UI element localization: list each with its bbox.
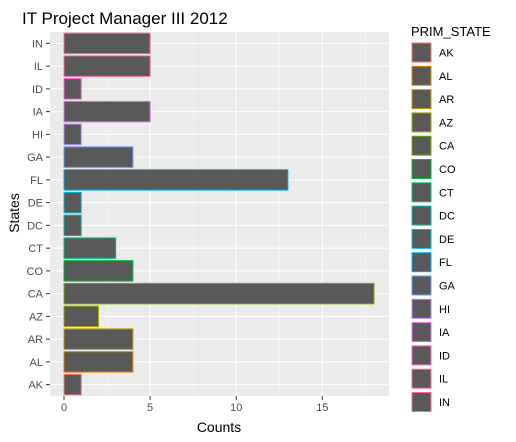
y-tick-label: CO [27, 266, 44, 278]
bar-dc [63, 214, 82, 237]
legend-key-az [411, 112, 432, 133]
legend-key-ia [411, 322, 432, 343]
bar-id [63, 78, 82, 100]
legend-title: PRIM_STATE [411, 24, 491, 39]
y-tick-label: IA [33, 107, 44, 119]
legend-key-ga [411, 275, 432, 296]
y-tick-label: CT [28, 243, 43, 255]
y-tick-label: AL [30, 357, 43, 369]
legend-key-de [411, 228, 432, 249]
legend: PRIM_STATE AK AL AR AZ CA CO CT DC DE FL GA HI IA ID I… [411, 24, 491, 412]
bar-il [63, 55, 151, 77]
bar-az [63, 305, 99, 328]
legend-label-hi: HI [439, 304, 450, 316]
legend-key-ak [411, 42, 432, 63]
legend-label-dc: DC [439, 211, 455, 223]
y-tick-label: IL [34, 61, 43, 73]
legend-label-ct: CT [439, 187, 454, 199]
y-tick-label: FL [30, 175, 43, 187]
legend-key-ar [411, 89, 432, 110]
legend-label-id: ID [439, 350, 450, 362]
y-tick-label: IN [32, 38, 43, 50]
legend-label-co: CO [439, 164, 456, 176]
y-tick-label: AK [28, 380, 43, 392]
y-tick-label: DE [28, 198, 43, 210]
legend-label-ca: CA [439, 141, 455, 153]
grid [50, 32, 389, 396]
legend-key-id [411, 345, 432, 366]
bar-hi [63, 123, 82, 146]
legend-label-az: AZ [439, 117, 453, 129]
y-tick-label: HI [32, 129, 43, 141]
legend-key-ct [411, 182, 432, 203]
legend-key-il [411, 368, 432, 389]
x-axis-title: Counts [197, 419, 241, 435]
bar-al [63, 351, 134, 373]
bar-in [63, 32, 151, 55]
x-tick-label: 15 [316, 402, 328, 414]
bar-ia [63, 100, 151, 123]
legend-label-in: IN [439, 397, 450, 409]
legend-label-al: AL [439, 71, 452, 83]
legend-label-fl: FL [439, 257, 452, 269]
chart-title: IT Project Manager III 2012 [22, 9, 228, 28]
bar-ak [63, 373, 82, 396]
y-tick-label: CA [28, 289, 44, 301]
legend-key-dc [411, 205, 432, 226]
x-tick-label: 10 [230, 402, 242, 414]
y-tick-label: ID [32, 84, 43, 96]
bar-de [63, 191, 82, 214]
bar-ar [63, 328, 134, 350]
x-tick-label: 5 [147, 402, 153, 414]
legend-key-ca [411, 135, 432, 156]
y-axis-ticks: AK AL AR AZ CA CO CT DC DE FL GA HI IA ID IL IN [27, 38, 50, 392]
x-axis-ticks: 0 5 10 15 [61, 396, 328, 414]
legend-label-de: DE [439, 234, 454, 246]
legend-label-ga: GA [439, 281, 456, 293]
y-tick-label: AZ [29, 311, 43, 323]
legend-key-in [411, 392, 432, 412]
y-tick-label: AR [28, 334, 43, 346]
legend-label-ar: AR [439, 94, 454, 106]
legend-items: AK AL AR AZ CA CO CT DC DE FL GA HI IA ID IL IN [411, 42, 456, 412]
legend-label-il: IL [439, 374, 448, 386]
legend-key-co [411, 159, 432, 179]
bar-ga [63, 146, 134, 168]
legend-label-ia: IA [439, 327, 450, 339]
bar-fl [63, 169, 289, 191]
legend-key-al [411, 65, 432, 86]
bar-co [63, 260, 134, 282]
y-tick-label: DC [27, 220, 43, 232]
bars [63, 32, 375, 396]
legend-key-hi [411, 298, 432, 319]
legend-key-fl [411, 252, 432, 273]
bar-ca [63, 282, 375, 305]
x-tick-label: 0 [61, 402, 67, 414]
legend-label-ak: AK [439, 48, 454, 60]
y-axis-title: States [6, 193, 22, 233]
y-tick-label: GA [27, 152, 44, 164]
bar-ct [63, 237, 117, 259]
